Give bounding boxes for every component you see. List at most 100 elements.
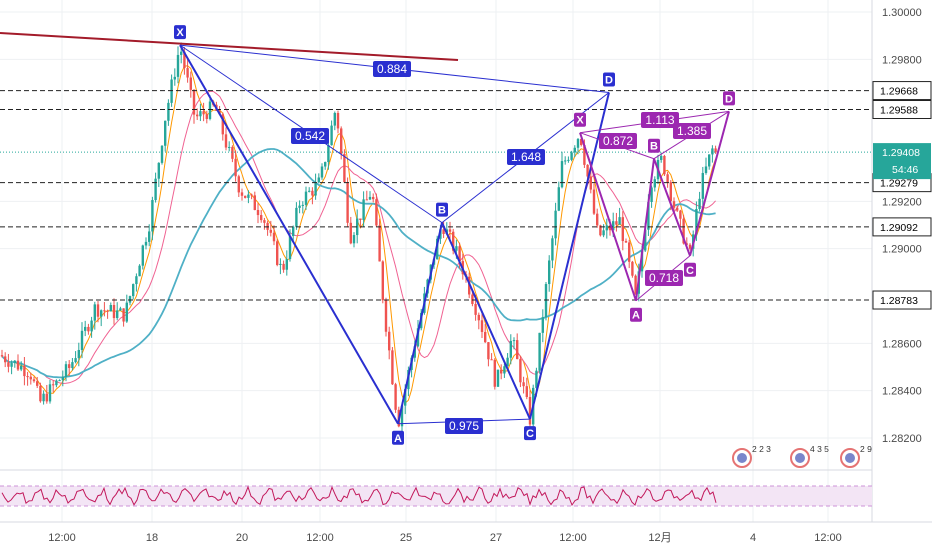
price-axis[interactable]: 1.30000 1.29800 1.29200 1.29000 1.28600 1.284… [872,7,932,445]
candle-body [160,145,164,163]
price-tick-label: 1.28600 [882,338,922,350]
candle-body [698,198,701,209]
event-flag-count: 4 3 5 [810,444,829,454]
ratio-badge [673,123,711,139]
candle-body [679,210,682,219]
price-level-tag [872,81,932,101]
ratio-badge [641,112,679,128]
candle-body [288,235,292,260]
candle-body [272,232,276,242]
candle-body [84,326,87,331]
pattern-point-b-badge [648,138,660,153]
ratio-label: 0.975 [449,419,479,433]
time-tick-label: 27 [490,532,502,544]
current-price-tag [873,143,931,180]
ratio-label: 1.648 [511,150,541,164]
candle-body [528,397,532,425]
candle-body [362,199,365,220]
candle-body [672,201,676,208]
candle-body [615,221,618,225]
candle-body [279,263,282,265]
flag-globe-icon [845,453,855,463]
ratio-label: 0.884 [377,62,407,76]
trendline[interactable] [0,32,459,61]
candle-body [602,230,605,236]
candle-body [196,114,199,117]
candle-body [669,182,672,202]
candle-body [128,296,132,303]
candle-body [64,364,68,377]
candle-body [333,112,336,126]
candle-body [356,218,359,236]
candle-body [487,342,490,360]
moving-averages [1,65,717,404]
ma-fast-line [1,65,717,404]
pattern-point-b: B [438,205,446,217]
candle-body [205,114,208,119]
candle-body [448,229,452,232]
candle-body [378,225,381,262]
candle-body [634,275,637,294]
candle-body [704,166,708,173]
pattern-point-b-badge [436,202,448,217]
candle-body [263,220,266,223]
candle-body [676,207,679,211]
candle-body [55,380,58,386]
pattern-leg [179,44,399,425]
event-flags[interactable]: 2 2 3 4 3 5 2 9 [732,444,872,468]
candle-body [496,369,500,387]
chart-grid [0,0,932,523]
candle-body [695,208,698,235]
candle-body [583,144,586,165]
pattern-leg [689,111,730,257]
candle-body [519,359,522,383]
candle-body [660,155,663,160]
candle-body [292,226,295,236]
ma-slow-line [1,148,716,379]
time-tick-label: 4 [750,532,756,544]
time-tick-label: 12:00 [814,532,842,544]
candle-body [474,303,477,315]
candle-body [106,310,109,312]
candle-body [36,381,39,386]
price-tick-label: 1.30000 [882,7,922,19]
price-level-label: 1.29279 [880,178,918,190]
candle-body [541,317,544,333]
candle-body [413,346,416,358]
candle-body [336,112,340,129]
candle-body [621,217,624,242]
candle-body [544,284,548,318]
candle-body [90,320,93,332]
candle-body [711,148,714,155]
harmonic-patterns[interactable]: X A B C D 0.542 0.975 1.648 0.884 X A B C D 0.872 1.113… [174,25,735,445]
candle-body [391,350,394,385]
ratio-badge [291,128,329,144]
price-level-label: 1.29092 [880,222,918,234]
candle-body [458,246,461,262]
candle-body [224,134,228,148]
pattern-leg [441,222,531,420]
pattern-point-x-badge [174,25,186,40]
pattern-point-c: C [526,428,534,440]
candle-body [372,196,375,200]
candle-body [157,162,160,179]
time-axis[interactable]: 12:00 18 20 12:00 25 27 12:00 12月 4 12:00 [48,532,842,544]
candle-body [666,174,669,183]
candle-body [596,213,599,226]
candle-body [276,241,279,265]
pattern-point-x: X [576,115,584,127]
candle-body [564,160,567,162]
candle-body [266,222,269,230]
candle-body [452,231,455,251]
candle-body [112,305,116,319]
candle-body [301,204,304,206]
candle-body [663,155,666,175]
candle-body [221,114,224,135]
event-flag-count: 2 2 3 [752,444,771,454]
candle-body [340,128,343,154]
time-tick-label: 12:00 [559,532,587,544]
pattern-point-x-badge [574,112,586,127]
candle-body [52,384,55,386]
candle-body [144,241,148,246]
